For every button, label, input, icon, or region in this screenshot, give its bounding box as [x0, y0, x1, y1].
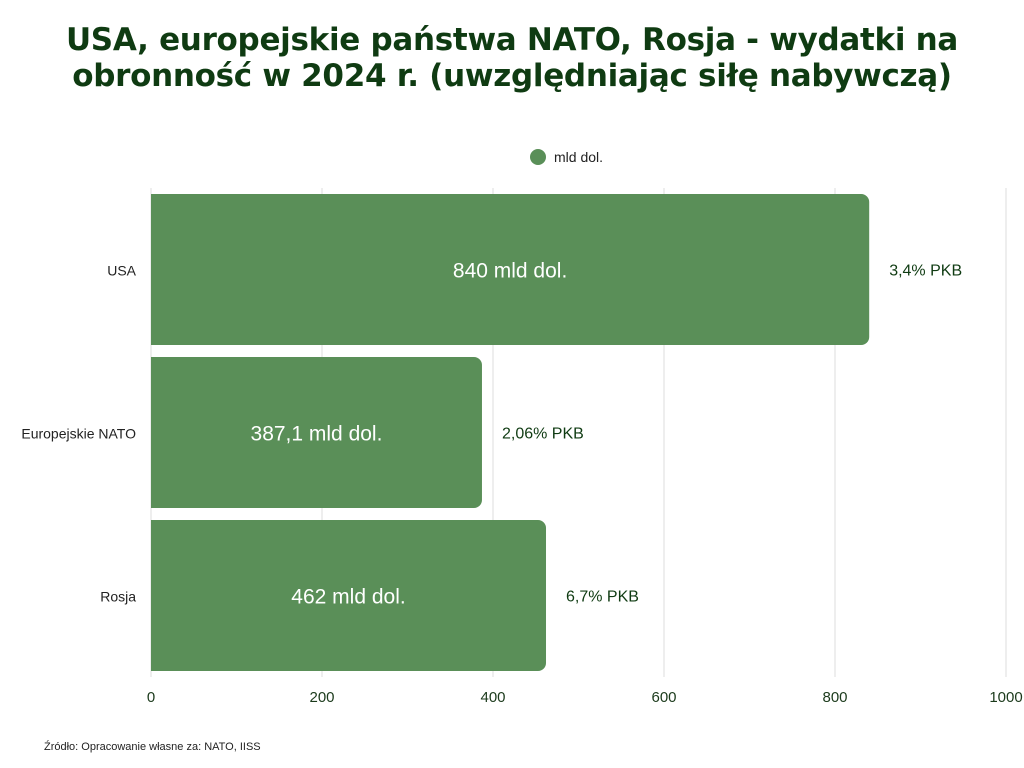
- x-tick-label: 600: [651, 689, 676, 706]
- legend-marker: [530, 149, 546, 165]
- source-note: Źródło: Opracowanie własne za: NATO, IIS…: [44, 741, 261, 753]
- bar: [151, 194, 870, 345]
- pkb-annotation: 6,7% PKB: [566, 589, 639, 606]
- category-label: Europejskie NATO: [21, 426, 136, 442]
- bar-value-label: 387,1 mld dol.: [251, 423, 383, 446]
- bar-value-label: 840 mld dol.: [453, 260, 567, 283]
- pkb-annotation: 2,06% PKB: [502, 426, 584, 443]
- x-tick-label: 0: [147, 689, 155, 706]
- category-label: Rosja: [100, 589, 136, 605]
- x-tick-label: 200: [309, 689, 334, 706]
- legend-label: mld dol.: [554, 149, 603, 165]
- x-tick-label: 800: [822, 689, 847, 706]
- bar-value-label: 462 mld dol.: [291, 586, 405, 609]
- x-tick-label: 400: [480, 689, 505, 706]
- bar: [151, 357, 482, 508]
- bar: [151, 520, 547, 671]
- category-label: USA: [107, 263, 136, 279]
- pkb-annotation: 3,4% PKB: [889, 263, 962, 280]
- x-tick-label: 1000: [989, 689, 1022, 706]
- chart-title: USA, europejskie państwa NATO, Rosja - w…: [65, 22, 959, 94]
